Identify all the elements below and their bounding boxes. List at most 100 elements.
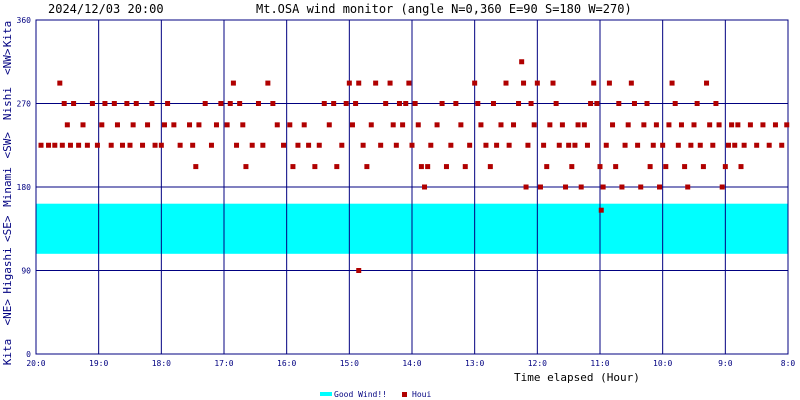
x-tick-label: 13:0 — [465, 359, 484, 368]
data-point — [707, 122, 713, 128]
data-point — [521, 80, 527, 86]
data-point — [563, 184, 569, 190]
y-tick-label: 360 — [17, 16, 32, 25]
data-point — [260, 142, 266, 148]
data-point — [616, 101, 622, 106]
data-point — [525, 142, 531, 148]
data-point — [202, 101, 208, 106]
data-point — [653, 122, 659, 128]
data-point — [177, 142, 183, 148]
data-point — [547, 122, 553, 128]
y-direction-label: Nishi — [1, 87, 14, 120]
data-point — [130, 122, 136, 128]
data-point — [719, 184, 725, 190]
data-point — [281, 142, 287, 148]
data-point — [412, 101, 418, 106]
data-point — [334, 164, 340, 170]
x-tick-label: 17:0 — [214, 359, 233, 368]
legend-swatch-good-wind — [320, 392, 332, 396]
data-point — [644, 101, 650, 106]
data-point — [666, 122, 672, 128]
data-point — [387, 80, 393, 86]
data-point — [694, 101, 700, 106]
data-point — [578, 184, 584, 190]
data-point — [265, 80, 271, 86]
data-point — [227, 101, 233, 106]
data-point — [406, 80, 412, 86]
data-point — [541, 142, 547, 148]
y-direction-label: <SW> — [1, 132, 14, 159]
data-point — [114, 122, 120, 128]
y-direction-label: <SE> — [1, 215, 14, 242]
data-point — [685, 184, 691, 190]
data-point — [243, 164, 249, 170]
y-tick-labels: 0 90 180 270 360 — [17, 16, 32, 359]
x-tick-label: 8:0 — [781, 359, 796, 368]
data-point — [364, 164, 370, 170]
data-point — [133, 101, 139, 106]
x-tick-label: 11:0 — [590, 359, 609, 368]
data-point — [425, 164, 431, 170]
data-point — [301, 122, 307, 128]
data-points — [38, 59, 790, 273]
data-point — [591, 80, 597, 86]
data-point — [99, 122, 105, 128]
legend-label-houi: Houi — [412, 390, 431, 399]
data-point — [59, 142, 65, 148]
x-tick-label: 15:0 — [340, 359, 359, 368]
legend-swatch-houi — [402, 392, 407, 397]
data-point — [393, 142, 399, 148]
data-point — [631, 101, 637, 106]
data-point — [625, 122, 631, 128]
x-tick-label: 19:0 — [89, 359, 108, 368]
data-point — [378, 142, 384, 148]
data-point — [458, 122, 464, 128]
data-point — [190, 142, 196, 148]
data-point — [434, 122, 440, 128]
data-point — [716, 122, 722, 128]
data-point — [735, 122, 741, 128]
data-point — [80, 122, 86, 128]
y-direction-label: <NW> — [1, 48, 14, 75]
data-point — [237, 101, 243, 106]
data-point — [766, 142, 772, 148]
data-point — [594, 101, 600, 106]
data-point — [487, 164, 493, 170]
data-point — [158, 142, 164, 148]
data-point — [312, 164, 318, 170]
data-point — [572, 142, 578, 148]
data-point — [415, 122, 421, 128]
data-point — [349, 122, 355, 128]
data-point — [196, 122, 202, 128]
data-point — [240, 122, 246, 128]
data-point — [688, 142, 694, 148]
data-point — [360, 142, 366, 148]
data-point — [249, 142, 255, 148]
y-direction-label: Minami — [1, 167, 14, 207]
data-point — [356, 80, 362, 86]
y-direction-label: Kita — [1, 339, 14, 366]
data-point — [428, 142, 434, 148]
data-point — [111, 101, 117, 106]
data-point — [61, 101, 67, 106]
data-point — [534, 80, 540, 86]
data-point — [519, 59, 525, 65]
data-point — [346, 80, 352, 86]
data-point — [511, 122, 517, 128]
data-point — [732, 142, 738, 148]
data-point — [124, 101, 130, 106]
data-point — [467, 142, 473, 148]
data-point — [556, 142, 562, 148]
data-point — [339, 142, 345, 148]
data-point — [331, 101, 337, 106]
data-point — [691, 122, 697, 128]
data-point — [678, 122, 684, 128]
y-direction-label: Higashi — [1, 247, 14, 293]
data-point — [494, 142, 500, 148]
data-point — [274, 122, 280, 128]
data-point — [490, 101, 496, 106]
data-point — [569, 164, 575, 170]
data-point — [326, 122, 332, 128]
data-point — [610, 122, 616, 128]
data-point — [403, 101, 409, 106]
